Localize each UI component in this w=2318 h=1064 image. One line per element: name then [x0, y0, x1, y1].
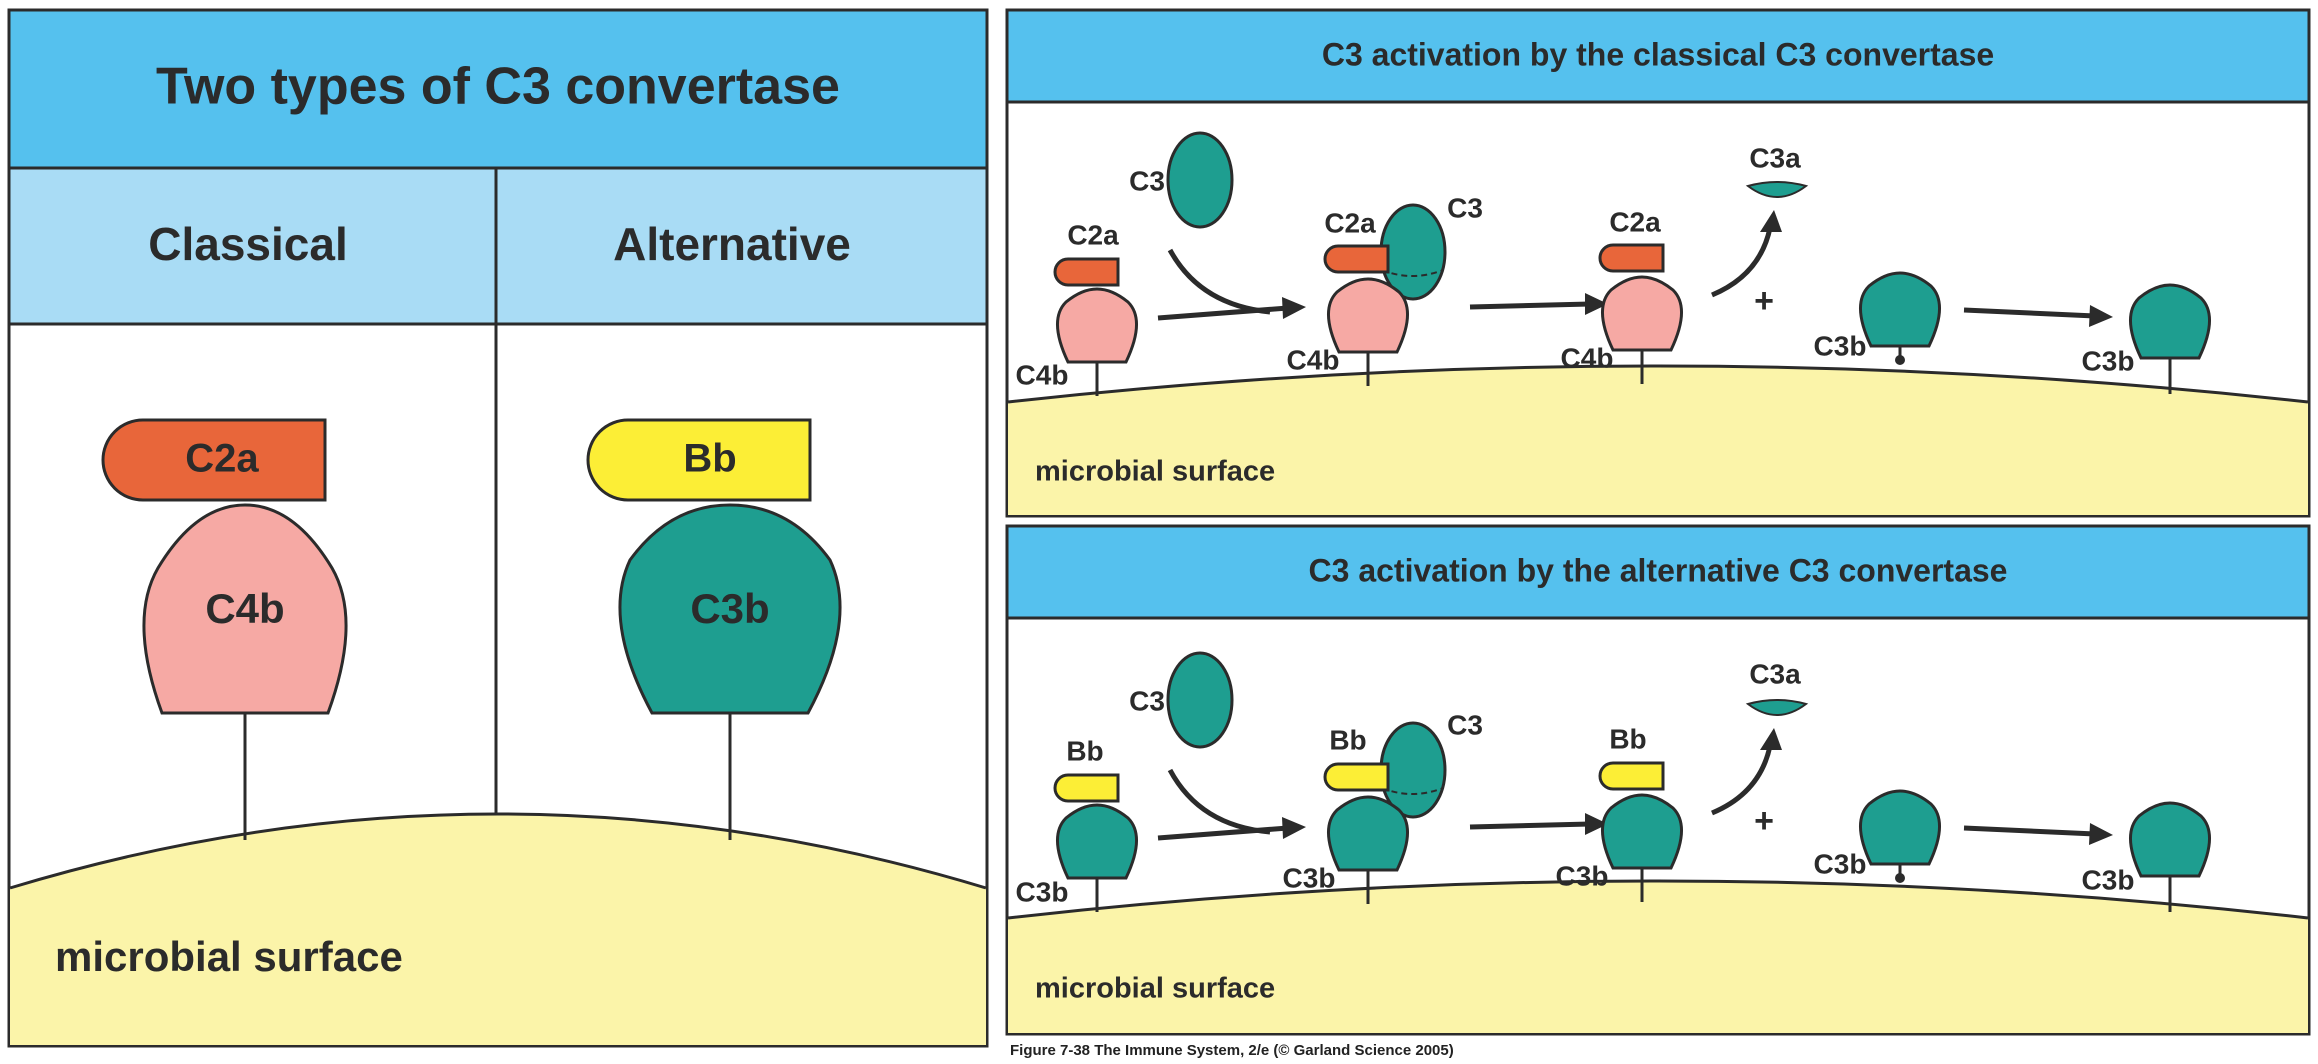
- c4b-molecule-step1: [1056, 287, 1138, 364]
- left-microbial-surface: [10, 814, 986, 1045]
- bb-label-step1: Bb: [1066, 735, 1103, 766]
- c3b-bound-label-alt: C3b: [2082, 864, 2135, 895]
- figure-caption-right: Figure 7-38 The Immune System, 2/e (© Ga…: [1010, 1042, 1454, 1059]
- c2a-label-step2: C2a: [1324, 207, 1376, 238]
- bb-molecule-step3: [1598, 761, 1665, 791]
- c3-molecule-free-alt: [1166, 651, 1234, 749]
- arrow-step3-alt: [1963, 825, 2096, 837]
- bb-molecule-step2: [1323, 762, 1390, 792]
- c3b-reactive-molecule: [1859, 271, 1941, 348]
- bb-molecule-step1: [1053, 773, 1120, 803]
- c3b-reactive-label: C3b: [1814, 330, 1867, 361]
- c3a-label: C3a: [1749, 142, 1801, 173]
- bb-label-step3: Bb: [1609, 723, 1646, 754]
- arrowhead-step2: [1585, 293, 1608, 315]
- bottom-title-bar: [1005, 524, 2311, 620]
- c3a-release-arrowhead-alt: [1760, 728, 1782, 750]
- left-surface-label: microbial surface: [55, 933, 403, 980]
- c3b-bound-molecule: [2129, 283, 2211, 360]
- c3a-release-arrow: [1711, 227, 1773, 298]
- c3b-molecule-step2: [1327, 795, 1409, 872]
- arrow-step3: [1963, 307, 2096, 319]
- c3b-molecule-step1: [1056, 803, 1138, 880]
- c3-molecule-free: [1166, 131, 1234, 229]
- c3b-thioester-dot: [1895, 355, 1905, 365]
- c4b-label-step2: C4b: [1287, 344, 1340, 375]
- column-header-alternative: Alternative: [613, 218, 851, 270]
- c2a-label-step3: C2a: [1609, 206, 1661, 237]
- c3b-reactive-label-alt: C3b: [1814, 848, 1867, 879]
- arrow-step1-alt: [1157, 825, 1289, 841]
- c3b-label-step2: C3b: [1283, 862, 1336, 893]
- arrow-step1: [1157, 305, 1289, 321]
- c4b-molecule-step2: [1327, 277, 1409, 354]
- top-title: C3 activation by the classical C3 conver…: [1322, 36, 1994, 72]
- c4b-label-step3: C4b: [1561, 342, 1614, 373]
- c4b-label-step1: C4b: [1016, 359, 1069, 390]
- c3b-label-step1: C3b: [1016, 876, 1069, 907]
- arrowhead-step2-alt: [1585, 813, 1608, 835]
- column-header-classical: Classical: [148, 218, 347, 270]
- arrow-step2-alt: [1469, 821, 1591, 830]
- bottom-surface-edge: [1007, 879, 2309, 920]
- c4b-label: C4b: [205, 585, 284, 632]
- c2a-label-step1: C2a: [1067, 219, 1119, 250]
- c3b-reactive-molecule-alt: [1859, 789, 1941, 866]
- c3a-label-alt: C3a: [1749, 658, 1801, 689]
- c2a-molecule-step2: [1323, 244, 1390, 274]
- c3b-molecule: [618, 503, 842, 715]
- bottom-title: C3 activation by the alternative C3 conv…: [1309, 552, 2008, 588]
- classical-activation-panel: microbial surface C3 activation by the c…: [1005, 8, 2311, 518]
- arrowhead-step3: [2089, 305, 2113, 327]
- c3b-label: C3b: [690, 585, 769, 632]
- c2a-molecule-step3: [1598, 243, 1665, 273]
- top-microbial-surface: [1008, 366, 2308, 515]
- c2a-label: C2a: [185, 437, 259, 481]
- left-panel: Two types of C3 convertase Classical Alt…: [7, 8, 989, 1048]
- c3a-release-arrowhead: [1760, 210, 1782, 232]
- top-title-bar: [1005, 8, 2311, 104]
- plus-sign-alt: +: [1754, 802, 1774, 840]
- left-surface-edge: [9, 812, 987, 890]
- bb-label: Bb: [683, 437, 736, 481]
- c3-label-free-alt: C3: [1129, 685, 1165, 716]
- alternative-activation-panel: microbial surface C3 activation by the a…: [1005, 524, 2311, 1036]
- bb-molecule: [586, 418, 812, 502]
- bb-label-step2: Bb: [1329, 724, 1366, 755]
- left-subheader-bar: [7, 166, 989, 326]
- c3b-thioester-dot-alt: [1895, 873, 1905, 883]
- c3a-fragment-alt: [1745, 699, 1809, 716]
- left-title: Two types of C3 convertase: [156, 58, 840, 116]
- c3-label-bound: C3: [1447, 192, 1483, 223]
- arrow-step2: [1469, 301, 1591, 310]
- arrowhead-step1: [1282, 297, 1306, 319]
- c3b-label-step3: C3b: [1556, 860, 1609, 891]
- c3a-release-arrow-alt: [1711, 745, 1773, 816]
- c2a-molecule-step1: [1053, 257, 1120, 287]
- c3b-molecule-step3: [1601, 793, 1683, 870]
- c2a-molecule: [101, 418, 327, 502]
- c3a-fragment: [1745, 181, 1809, 198]
- top-surface-edge: [1007, 364, 2309, 404]
- c3b-bound-label: C3b: [2082, 345, 2135, 376]
- bottom-microbial-surface: [1008, 881, 2308, 1033]
- c4b-molecule-step3: [1601, 275, 1683, 352]
- bottom-surface-label: microbial surface: [1035, 973, 1275, 1005]
- c3-label-bound-alt: C3: [1447, 709, 1483, 740]
- plus-sign: +: [1754, 282, 1774, 320]
- c3b-bound-molecule-alt: [2129, 801, 2211, 878]
- arrowhead-step3-alt: [2089, 823, 2113, 845]
- c4b-molecule: [142, 503, 348, 715]
- arrowhead-step1-alt: [1282, 817, 1306, 839]
- left-title-bar: [7, 8, 989, 170]
- c3-label-free: C3: [1129, 165, 1165, 196]
- top-surface-label: microbial surface: [1035, 456, 1275, 488]
